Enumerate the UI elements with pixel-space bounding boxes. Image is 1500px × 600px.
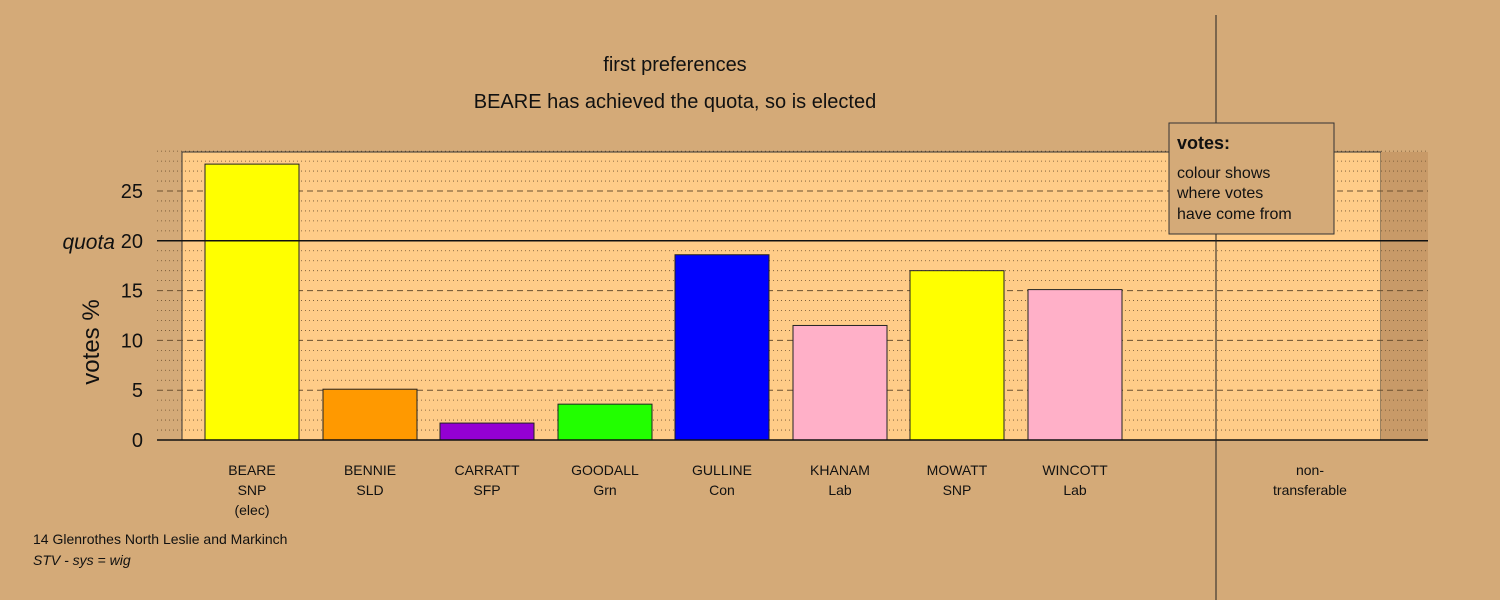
y-tick-label: 5 <box>132 380 143 402</box>
bar-beare <box>204 163 300 441</box>
category-label-mowatt: SNP <box>943 482 972 498</box>
legend-title: votes: <box>1177 133 1230 153</box>
category-label-khanam: Lab <box>828 482 852 498</box>
category-label-mowatt: MOWATT <box>927 462 988 478</box>
legend-frame <box>1168 122 1335 235</box>
bar-gulline <box>674 254 770 441</box>
y-tick-label: 20 <box>121 231 143 253</box>
y-tick-label: 25 <box>121 181 143 203</box>
footer-system: STV - sys = wig <box>33 552 131 568</box>
category-label-bennie: BENNIE <box>344 462 396 478</box>
category-label-goodall: GOODALL <box>571 462 639 478</box>
legend-line: have come from <box>1177 206 1292 223</box>
category-label-gulline: Con <box>709 482 735 498</box>
category-label-bennie: SLD <box>356 482 383 498</box>
bar-khanam <box>792 324 888 441</box>
chart-title: first preferences <box>603 54 746 76</box>
category-label-goodall: Grn <box>593 482 616 498</box>
bar-carratt <box>439 422 535 441</box>
footer-constituency: 14 Glenrothes North Leslie and Markinch <box>33 531 287 547</box>
chart-subtitle: BEARE has achieved the quota, so is elec… <box>474 91 876 113</box>
legend-line: colour shows <box>1177 165 1270 182</box>
bar-wincott <box>1027 289 1123 441</box>
y-tick-label: 0 <box>132 430 143 452</box>
category-label-nontransferable: transferable <box>1273 482 1347 498</box>
category-label-carratt: CARRATT <box>454 462 520 478</box>
category-label-wincott: Lab <box>1063 482 1087 498</box>
y-axis-ticks: 0 5 10 15 20 25 <box>121 181 143 452</box>
category-label-nontransferable: non- <box>1296 462 1324 478</box>
category-labels: BEARE SNP (elec) BENNIE SLD CARRATT SFP GOODALL… <box>228 462 1347 518</box>
bar-goodall <box>557 403 653 441</box>
category-label-beare: BEARE <box>228 462 275 478</box>
bar-mowatt <box>909 270 1005 441</box>
category-label-carratt: SFP <box>473 482 500 498</box>
legend-box: votes: colour shows where votes have com… <box>1168 122 1335 235</box>
category-label-beare: SNP <box>238 482 267 498</box>
category-label-beare: (elec) <box>234 502 269 518</box>
plot-right-strip <box>1381 152 1428 440</box>
category-label-gulline: GULLINE <box>692 462 752 478</box>
legend-line: where votes <box>1176 185 1263 202</box>
y-tick-label: 15 <box>121 281 143 303</box>
y-axis-label: votes % <box>78 299 105 384</box>
quota-label: quota <box>62 231 115 254</box>
category-label-khanam: KHANAM <box>810 462 870 478</box>
category-label-wincott: WINCOTT <box>1042 462 1108 478</box>
y-tick-label: 10 <box>121 330 143 352</box>
bar-bennie <box>322 388 418 441</box>
